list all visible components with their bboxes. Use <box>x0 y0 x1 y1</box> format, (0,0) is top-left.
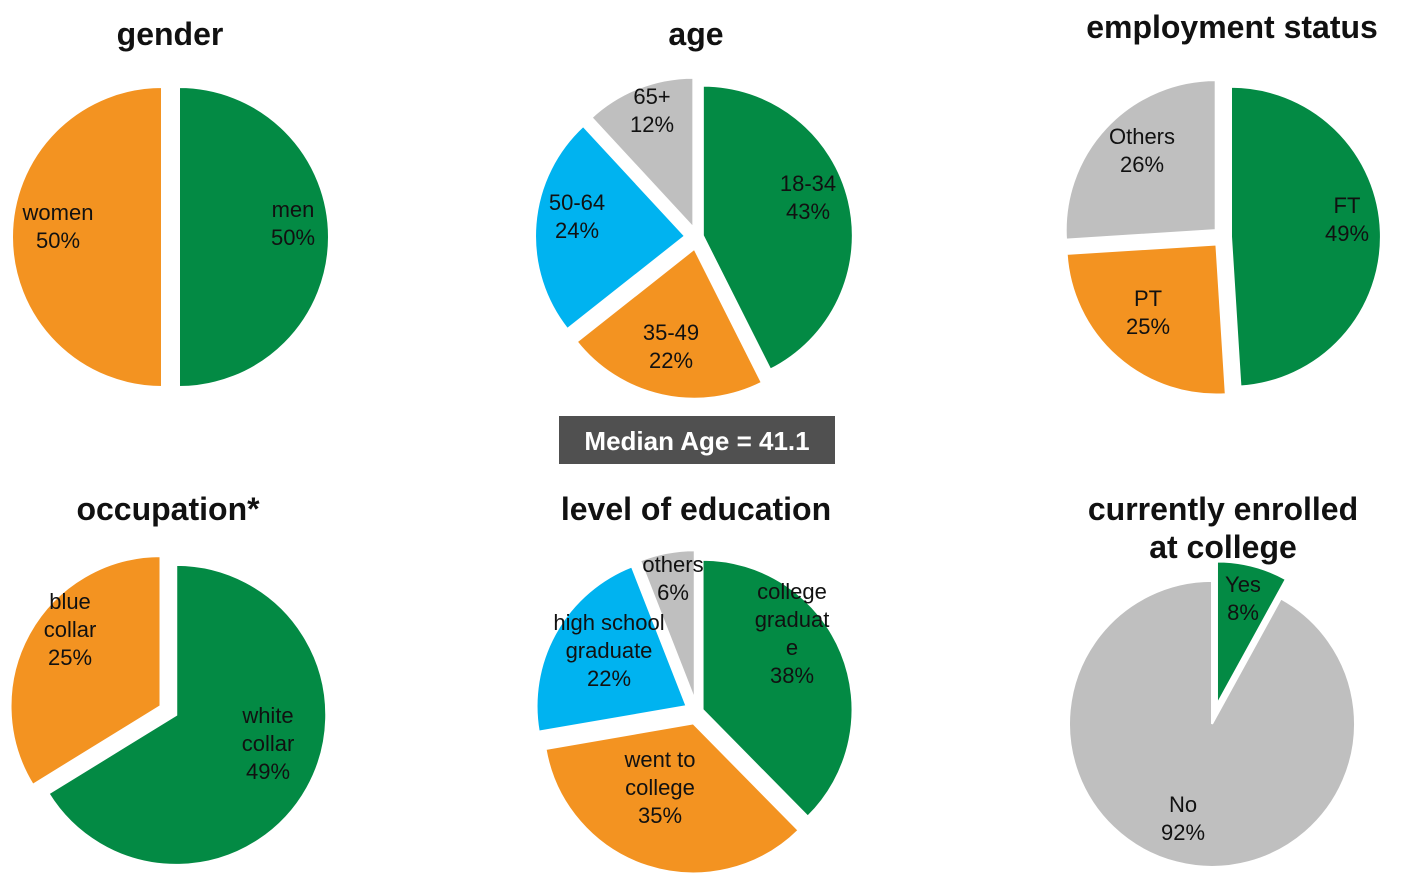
median-age-background <box>559 416 835 464</box>
slice-label: high school graduate 22% <box>553 610 664 691</box>
slice-label: Yes 8% <box>1225 572 1261 625</box>
pie-charts-group: gender men 50% women 50% age 18-34 43% 35-49 22% 5… <box>9 9 1382 875</box>
pie-chart-2: age 18-34 43% 35-49 22% 50-64 24% 65+ 12% <box>534 16 854 400</box>
chart-title: employment status <box>1086 9 1378 45</box>
pie-slice <box>701 84 854 371</box>
pie-slice <box>701 558 854 819</box>
slice-label: PT 25% <box>1126 286 1170 339</box>
pie-slice <box>11 85 163 389</box>
slice-label: Others 26% <box>1109 124 1175 177</box>
slice-label: FT 49% <box>1325 193 1369 246</box>
chart-title: gender <box>117 16 224 52</box>
slice-label: women 50% <box>22 200 94 253</box>
pie-slice <box>535 565 688 733</box>
pie-slice <box>1230 85 1382 388</box>
pie-slice <box>590 76 695 231</box>
pie-slice <box>575 247 764 400</box>
slice-label: college graduat e 38% <box>755 579 830 688</box>
pie-chart-1: gender men 50% women 50% <box>11 16 330 389</box>
slice-label: No 92% <box>1161 792 1205 845</box>
slice-label: 35-49 22% <box>643 320 699 373</box>
slice-label: 50-64 24% <box>549 190 605 243</box>
pie-slice <box>534 124 687 331</box>
pie-slice <box>178 85 330 389</box>
pie-slice <box>1215 560 1288 705</box>
median-age-label: Median Age = 41.1 <box>584 426 809 456</box>
pie-chart-5: level of education college graduat e 38% went… <box>535 491 854 875</box>
pie-slice <box>47 563 328 866</box>
slice-label: 18-34 43% <box>780 171 836 224</box>
pie-slice <box>638 549 696 701</box>
chart-title: level of education <box>561 491 831 527</box>
slice-label: white collar 49% <box>241 703 294 784</box>
slice-label: men 50% <box>271 197 315 250</box>
pie-slice <box>1064 79 1217 241</box>
pie-chart-4: occupation* white collar 49% blue collar 25% <box>9 491 328 866</box>
pie-slice <box>1065 243 1227 396</box>
pie-slice <box>544 722 800 875</box>
chart-title: age <box>668 16 723 52</box>
chart-title: at college <box>1149 529 1297 565</box>
slice-label: others 6% <box>642 552 703 605</box>
pie-slice <box>9 555 162 787</box>
pie-chart-3: employment status FT 49% PT 25% Others 26% <box>1064 9 1382 396</box>
slice-label: went to college 35% <box>624 747 696 828</box>
pie-slice <box>1068 579 1356 868</box>
slice-label: blue collar 25% <box>44 589 97 670</box>
slice-label: 65+ 12% <box>630 84 674 137</box>
median-age-box: Median Age = 41.1 <box>559 416 835 464</box>
chart-title: currently enrolled <box>1088 491 1358 527</box>
chart-title: occupation* <box>76 491 260 527</box>
